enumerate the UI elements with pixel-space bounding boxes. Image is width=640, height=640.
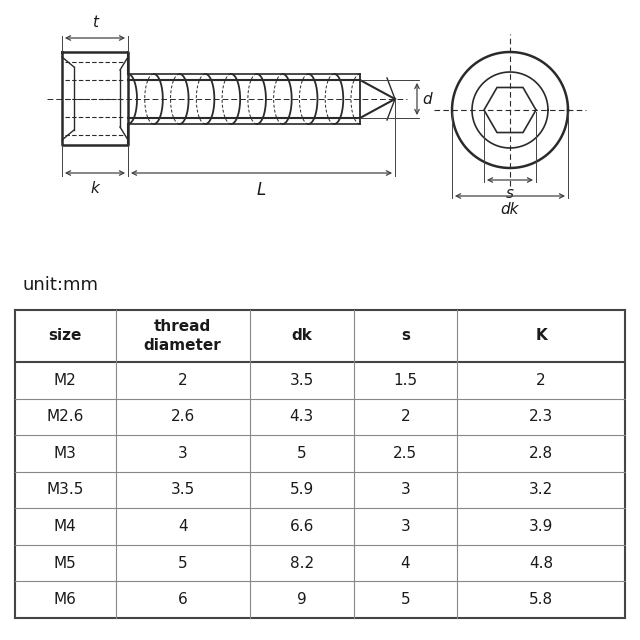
Text: 8.2: 8.2: [290, 556, 314, 571]
Text: M5: M5: [54, 556, 77, 571]
Text: k: k: [91, 181, 99, 196]
Text: 4: 4: [178, 519, 188, 534]
Text: M2.6: M2.6: [47, 410, 84, 424]
Text: 5: 5: [401, 592, 410, 607]
Text: M3: M3: [54, 446, 77, 461]
Text: size: size: [49, 328, 82, 344]
Text: t: t: [92, 15, 98, 30]
Text: s: s: [401, 328, 410, 344]
Text: 2.3: 2.3: [529, 410, 553, 424]
Text: 3.5: 3.5: [171, 483, 195, 497]
Text: L: L: [257, 181, 266, 199]
Text: 2: 2: [178, 372, 188, 388]
Text: 4.3: 4.3: [289, 410, 314, 424]
Text: K: K: [535, 328, 547, 344]
Text: 4.8: 4.8: [529, 556, 553, 571]
Text: d: d: [422, 92, 431, 106]
Text: s: s: [506, 186, 514, 201]
Text: unit:mm: unit:mm: [22, 276, 98, 294]
Text: 2: 2: [401, 410, 410, 424]
Text: dk: dk: [500, 202, 519, 217]
Text: 3.9: 3.9: [529, 519, 554, 534]
Text: 3: 3: [401, 483, 410, 497]
Text: 3: 3: [178, 446, 188, 461]
Text: M3.5: M3.5: [47, 483, 84, 497]
Text: 2: 2: [536, 372, 546, 388]
Text: 5.8: 5.8: [529, 592, 553, 607]
Text: 6.6: 6.6: [289, 519, 314, 534]
Text: 6: 6: [178, 592, 188, 607]
Text: 2.6: 2.6: [171, 410, 195, 424]
Text: dk: dk: [291, 328, 312, 344]
Text: 1.5: 1.5: [394, 372, 417, 388]
Text: 3: 3: [401, 519, 410, 534]
Text: 3.2: 3.2: [529, 483, 553, 497]
Text: 9: 9: [297, 592, 307, 607]
Text: thread
diameter: thread diameter: [144, 319, 221, 353]
Text: 5: 5: [297, 446, 307, 461]
Text: M2: M2: [54, 372, 77, 388]
Text: 4: 4: [401, 556, 410, 571]
Text: 5.9: 5.9: [289, 483, 314, 497]
Text: M4: M4: [54, 519, 77, 534]
Text: 2.8: 2.8: [529, 446, 553, 461]
Text: 3.5: 3.5: [289, 372, 314, 388]
Text: 2.5: 2.5: [394, 446, 417, 461]
Text: 5: 5: [178, 556, 188, 571]
Text: M6: M6: [54, 592, 77, 607]
